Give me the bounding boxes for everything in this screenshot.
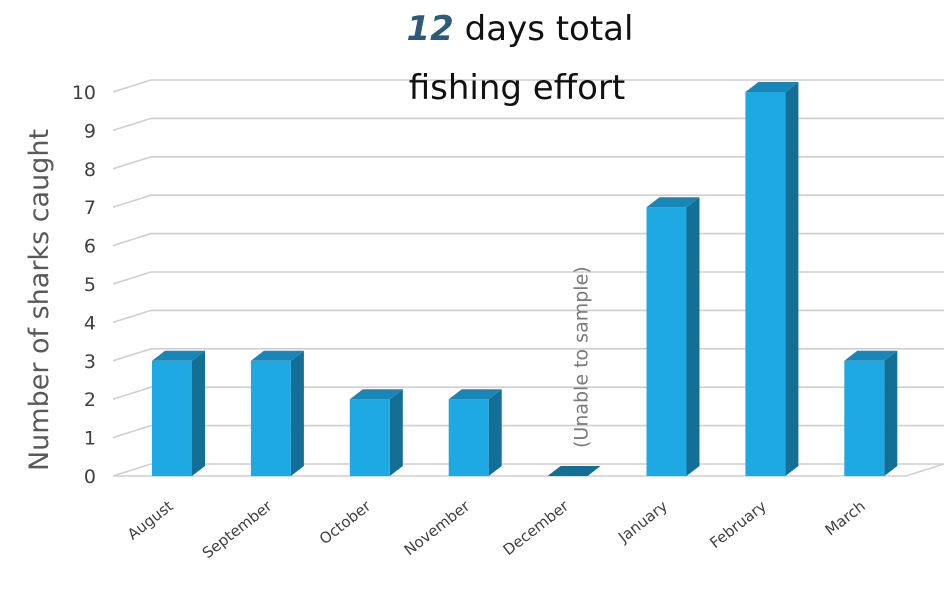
gridline: [112, 309, 944, 324]
chart-title-number: 12: [407, 9, 454, 49]
bar-top: [250, 350, 304, 361]
x-tick-label: January: [614, 497, 671, 547]
gridline: [112, 232, 944, 247]
y-tick-label: 7: [84, 197, 96, 219]
bar-top: [844, 350, 898, 361]
y-tick-label: 5: [84, 274, 96, 296]
bar-top: [349, 389, 403, 400]
x-axis-ticks: August September October November December Ja…: [124, 496, 869, 562]
x-tick-label: December: [500, 496, 573, 559]
bar-side: [785, 82, 799, 476]
x-tick-label: November: [401, 496, 474, 559]
bar-top: [646, 197, 700, 208]
x-tick-label: February: [706, 497, 770, 552]
y-tick-label: 4: [84, 312, 96, 334]
gridline: [112, 424, 944, 439]
bar-top: [745, 82, 799, 92]
y-tick-label: 0: [84, 466, 96, 488]
bar-top: [152, 350, 205, 361]
bar-front: [152, 360, 192, 476]
y-tick-label: 2: [84, 389, 96, 411]
chart-title-line-2: fishing effort: [409, 68, 626, 108]
bar-august: [152, 350, 205, 476]
bar-october: [349, 389, 403, 476]
bar-front: [349, 399, 390, 476]
bar-side: [686, 197, 700, 476]
chart-title-line-1-rest: days total: [454, 9, 634, 49]
y-axis-ticks: 0 1 2 3 4 5 6 7 8 9 10: [72, 82, 96, 488]
bar-side: [389, 389, 403, 476]
bar-side: [488, 389, 502, 476]
gridline: [112, 348, 944, 362]
y-tick-label: 1: [84, 428, 96, 450]
bar-front: [745, 92, 786, 476]
bar-side: [884, 350, 898, 476]
y-tick-label: 10: [72, 82, 96, 104]
floor-right-edge: [905, 463, 945, 477]
gridline: [112, 117, 944, 132]
bar-side: [192, 350, 205, 476]
annotation-unable-to-sample: (Unable to sample): [571, 266, 593, 448]
bar-january: [646, 197, 700, 476]
bar-march: [844, 350, 898, 476]
gridline: [112, 271, 944, 285]
bar-february: [745, 82, 799, 476]
gridline: [112, 386, 944, 400]
x-tick-label: March: [822, 497, 869, 539]
x-tick-label: October: [316, 496, 375, 548]
bar-front: [250, 360, 291, 476]
bar-november: [448, 389, 502, 476]
bar-top: [547, 466, 601, 476]
x-tick-label: August: [124, 497, 177, 544]
chart-title-line-1: 12 days total: [407, 9, 634, 49]
gridline: [112, 79, 944, 93]
bars: [152, 82, 898, 476]
gridline: [112, 463, 944, 477]
bar-front: [844, 360, 885, 476]
y-tick-label: 9: [84, 120, 96, 142]
x-tick-label: September: [199, 496, 276, 562]
gridlines: [112, 79, 945, 477]
gridline: [112, 156, 944, 170]
bar-december: [547, 466, 601, 476]
gridline: [112, 194, 944, 208]
y-tick-label: 8: [84, 159, 96, 181]
y-tick-label: 3: [84, 351, 96, 373]
bar-front: [448, 399, 489, 476]
bar-side: [290, 350, 304, 476]
bar-front: [646, 207, 687, 476]
bar-top: [448, 389, 502, 400]
bar-september: [250, 350, 304, 476]
y-axis-label: Number of sharks caught: [24, 129, 55, 471]
y-tick-label: 6: [84, 236, 96, 258]
